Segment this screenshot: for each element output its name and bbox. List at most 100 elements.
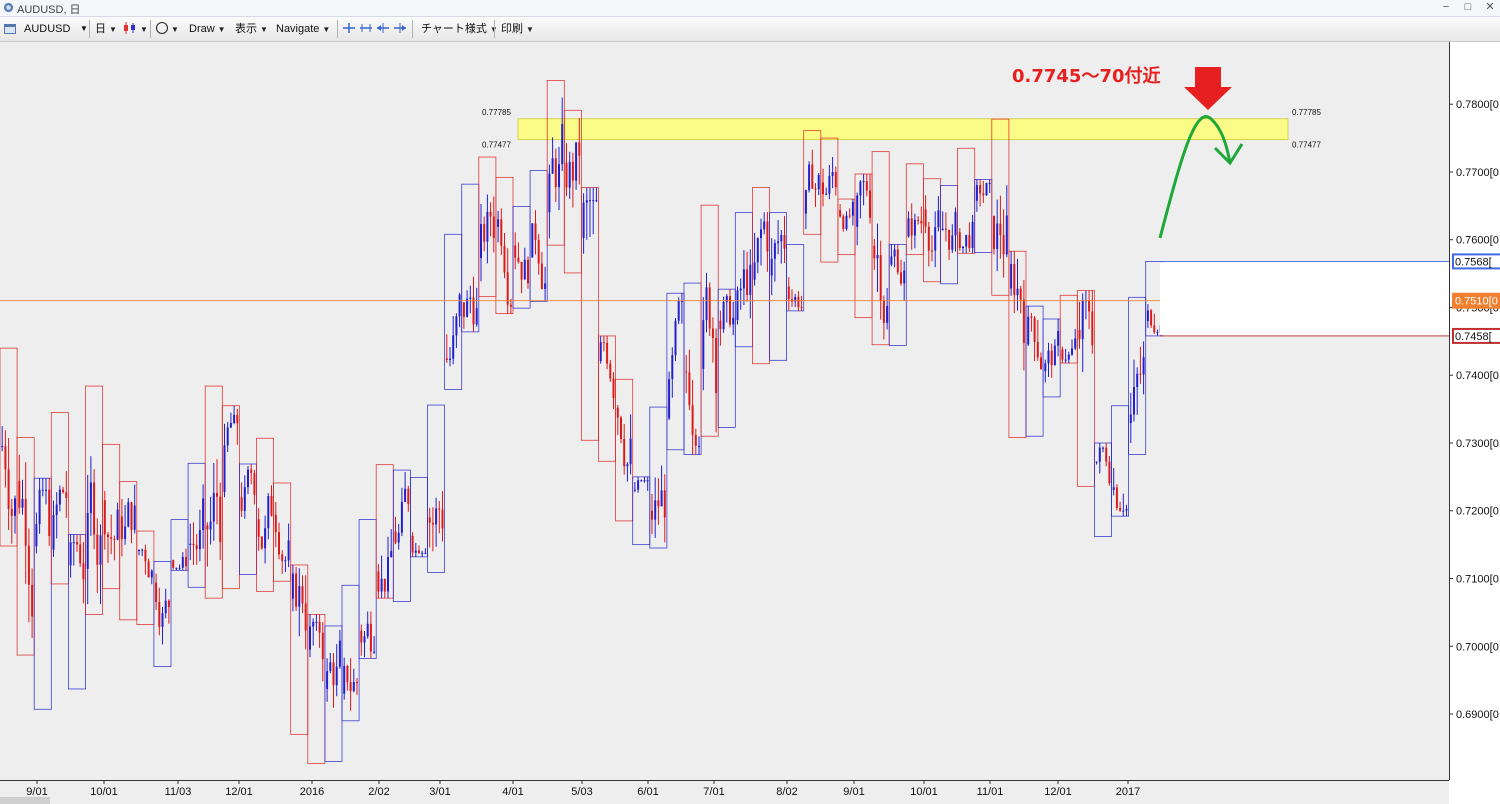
x-tick-label: 10/01 xyxy=(910,786,938,798)
candle-body xyxy=(48,489,51,537)
print-menu[interactable]: 印刷 ▼ xyxy=(501,21,534,37)
chart-area[interactable]: 0.77785 0.77477 0.77785 0.77477 0.7745〜7… xyxy=(0,42,1500,804)
candle-body xyxy=(797,296,800,308)
candle-body xyxy=(685,371,688,373)
candle-body xyxy=(1078,329,1081,340)
candle-body xyxy=(424,552,427,554)
candle-body xyxy=(787,286,790,300)
timeframe-dropdown[interactable]: 日 ▼ xyxy=(95,21,117,37)
symbol-selector[interactable]: AUDUSD ▼ xyxy=(4,21,88,37)
time-axis-ticks: 9/01 10/01 11/03 12/01 2016 2/02 3/01 4/01 5/03 6… xyxy=(26,780,1140,798)
weekly-range-box xyxy=(1111,405,1130,517)
candle-body xyxy=(284,560,287,562)
candle-body xyxy=(281,554,284,561)
candle-body xyxy=(924,209,927,227)
candle-body xyxy=(1108,461,1111,484)
candle-body xyxy=(663,490,666,518)
candle-body xyxy=(893,249,896,257)
forecast-annotation-group: 0.7745〜70付近 xyxy=(1012,65,1244,239)
candle-body xyxy=(1057,331,1060,346)
price-chart[interactable]: 0.77785 0.77477 0.77785 0.77477 0.7745〜7… xyxy=(0,42,1500,804)
chart-type-dropdown[interactable]: ▼ xyxy=(123,21,148,37)
scroll-right-icon[interactable] xyxy=(393,21,407,37)
candle-body xyxy=(369,623,372,652)
candle-body xyxy=(698,445,700,447)
candle-body xyxy=(363,636,366,643)
candle-body xyxy=(287,540,290,561)
toolbar-separator xyxy=(412,20,413,38)
candle-body xyxy=(315,621,318,623)
candle-body xyxy=(103,500,106,535)
resistance-zone[interactable] xyxy=(517,118,1289,141)
candle-body xyxy=(462,302,465,317)
candle-body xyxy=(571,161,574,181)
candle-body xyxy=(390,551,393,558)
candle-body xyxy=(719,320,722,330)
candle-body xyxy=(326,671,329,689)
x-tick-label: 11/03 xyxy=(165,786,192,798)
zoom-in-icon[interactable] xyxy=(342,21,356,37)
candle-body xyxy=(338,640,341,667)
candle-body xyxy=(551,158,554,174)
candle-body xyxy=(45,489,47,491)
candle-body xyxy=(172,560,175,568)
zoom-out-icon[interactable] xyxy=(359,21,373,37)
candle-body xyxy=(161,613,164,627)
candle-body xyxy=(195,545,198,550)
candle-body xyxy=(578,142,581,156)
candle-body xyxy=(1091,311,1094,346)
y-tick-label: 0.7700[0 xyxy=(1456,167,1499,179)
chart-style-menu[interactable]: チャート様式▼ xyxy=(421,21,498,37)
candle-body xyxy=(38,489,41,525)
candle-body xyxy=(753,262,756,280)
candle-body xyxy=(623,439,626,467)
candle-body xyxy=(62,489,65,493)
candle-body xyxy=(534,223,537,240)
candle-body xyxy=(141,549,144,551)
navigate-menu[interactable]: Navigate ▼ xyxy=(276,21,330,37)
scroll-left-icon[interactable] xyxy=(376,21,390,37)
candle-body xyxy=(1022,299,1025,344)
candle-body xyxy=(708,287,711,329)
candle-body xyxy=(397,532,400,543)
candle-body xyxy=(831,172,834,176)
candle-body xyxy=(756,238,759,263)
candle-body xyxy=(886,305,889,323)
candle-body xyxy=(270,496,273,516)
shape-tool-dropdown[interactable]: ▼ xyxy=(156,21,179,37)
down-arrow-icon xyxy=(1184,67,1232,110)
candle-body xyxy=(1102,447,1104,449)
candle-body xyxy=(1071,348,1073,355)
candle-body xyxy=(688,372,691,406)
candle-body xyxy=(917,219,920,221)
candle-body xyxy=(189,543,192,545)
candle-body xyxy=(517,257,520,262)
candlestick-icon xyxy=(124,22,135,34)
y-tick-label: 0.7000[0 xyxy=(1456,641,1499,653)
chart-window-icon xyxy=(4,24,16,34)
draw-menu[interactable]: Draw ▼ xyxy=(189,21,226,37)
weekly-range-box xyxy=(1128,296,1147,455)
candle-body xyxy=(651,510,653,520)
display-menu[interactable]: 表示 ▼ xyxy=(235,21,268,37)
candle-body xyxy=(435,508,438,525)
candle-body xyxy=(185,557,187,567)
candle-body xyxy=(680,301,683,303)
y-tick-label: 0.7200[0 xyxy=(1456,506,1499,518)
weekly-range-box xyxy=(786,244,805,312)
candle-body xyxy=(794,296,797,302)
candle-body xyxy=(537,239,540,264)
zone-upper-label-right: 0.77785 xyxy=(1292,108,1321,117)
candle-body xyxy=(116,509,119,540)
close-button[interactable]: ✕ xyxy=(1485,1,1495,13)
candle-body xyxy=(629,438,632,465)
candle-body xyxy=(565,162,568,188)
scrollbar-thumb[interactable] xyxy=(0,797,50,804)
minimize-button[interactable]: − xyxy=(1442,1,1450,13)
maximize-button[interactable]: □ xyxy=(1464,1,1472,13)
candle-body xyxy=(113,538,116,540)
candle-body xyxy=(24,498,27,546)
chevron-down-icon: ▼ xyxy=(526,25,534,34)
candle-body xyxy=(1033,317,1036,342)
candle-body xyxy=(544,283,547,289)
